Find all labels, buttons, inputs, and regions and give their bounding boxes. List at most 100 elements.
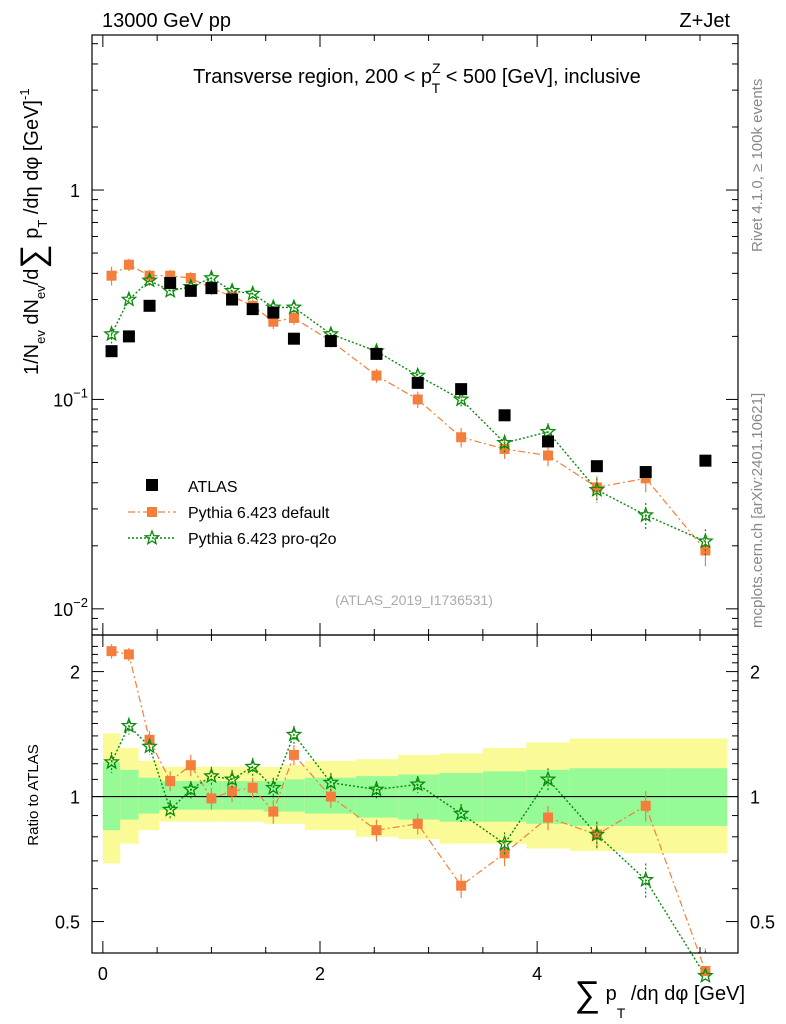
marker-atlas	[411, 376, 424, 389]
ratio-marker-pythia-default	[165, 776, 176, 787]
marker-pythia-proq2o	[697, 532, 714, 549]
marker-pythia-proq2o	[588, 481, 606, 497]
ratio-panel: 0.5 0.5 1 1 2 2 0 2 4 Ratio to ATLAS	[25, 634, 775, 984]
band-inner	[138, 777, 160, 814]
ratio-y-tick-label-right: 1	[750, 788, 760, 808]
marker-atlas	[542, 435, 554, 448]
legend-default-marker	[147, 507, 157, 517]
collision-label: 13000 GeV pp	[102, 10, 231, 32]
ratio-marker-pythia-default	[543, 812, 553, 823]
legend-proq2o-marker	[143, 529, 161, 546]
ratio-y-tick-label: 1	[70, 788, 80, 808]
marker-pythia-proq2o	[203, 269, 220, 286]
ratio-marker-pythia-proq2o	[588, 825, 606, 842]
marker-atlas	[122, 330, 135, 343]
ylabel-e: /dη dφ [GeV]	[21, 100, 43, 220]
ylabel-a: 1/N	[21, 344, 43, 375]
ratio-marker-pythia-default	[456, 880, 467, 891]
marker-pythia-default	[165, 270, 176, 281]
marker-pythia-proq2o	[637, 506, 655, 523]
ratio-marker-pythia-proq2o	[203, 767, 220, 784]
ratio-marker-pythia-proq2o	[539, 770, 557, 787]
ratio-y-tick-label: 2	[70, 663, 80, 683]
xlabel-sum: ∑	[574, 973, 600, 1014]
marker-pythia-default	[106, 270, 117, 281]
ylabel-b-sub: ev	[33, 285, 48, 299]
main-data-layer	[103, 258, 714, 567]
title-sub: T	[432, 80, 441, 96]
marker-atlas	[105, 345, 118, 358]
ratio-y-tick-label: 0.5	[55, 913, 80, 933]
ratio-marker-pythia-default	[700, 966, 711, 977]
analysis-id: (ATLAS_2019_I1736531)	[335, 592, 493, 608]
legend-default-label: Pythia 6.423 default	[188, 505, 330, 522]
ratio-y-tick-label-right: 0.5	[750, 913, 775, 933]
y-tick-label: 10−2	[53, 595, 88, 620]
ratio-marker-pythia-proq2o	[223, 770, 241, 787]
marker-atlas	[246, 303, 259, 316]
legend: ATLAS Pythia 6.423 default Pythia 6.423 …	[128, 479, 337, 548]
marker-atlas	[699, 454, 712, 467]
ratio-marker-pythia-default	[288, 749, 299, 760]
y-tick-label: 10−1	[53, 385, 88, 410]
ratio-marker-pythia-proq2o	[637, 871, 655, 888]
marker-atlas	[267, 306, 280, 319]
marker-atlas	[455, 383, 468, 396]
ratio-marker-pythia-default	[106, 646, 117, 657]
marker-pythia-default	[543, 450, 553, 461]
x-axis-label: ∑ pT /dη dφ [GeV]	[574, 973, 745, 1021]
xlabel-rest: /dη dφ [GeV]	[625, 983, 745, 1005]
ratio-marker-pythia-default	[227, 786, 238, 797]
ratio-marker-pythia-proq2o	[141, 737, 158, 754]
band-inner	[284, 779, 305, 812]
ratio-marker-pythia-default	[206, 793, 217, 804]
ratio-marker-pythia-default	[371, 825, 382, 836]
main-panel: 110−110−2 Transverse region, 200 < pZ T <…	[14, 34, 739, 636]
band-inner	[159, 781, 180, 810]
ratio-marker-pythia-default	[325, 791, 336, 802]
ratio-marker-pythia-proq2o	[697, 967, 714, 983]
ratio-marker-pythia-proq2o	[244, 757, 261, 774]
ylabel-d: p	[21, 228, 43, 245]
ratio-y-tick-label-right: 2	[750, 663, 760, 683]
marker-atlas	[184, 284, 197, 297]
ratio-marker-pythia-default	[185, 760, 196, 771]
xlabel-p: p	[600, 983, 617, 1005]
ratio-marker-pythia-proq2o	[182, 780, 200, 797]
ratio-data-layer	[103, 644, 714, 983]
process-label: Z+Jet	[679, 10, 730, 32]
marker-pythia-default	[412, 394, 423, 405]
ratio-marker-pythia-default	[412, 818, 423, 829]
main-y-axis-label: 1/Nev dNev/d∑ pT /dη dφ [GeV]-1	[14, 88, 52, 375]
mcplots-label: mcplots.cern.ch [arXiv:2401.10621]	[749, 393, 766, 628]
series-line-pythia-proq2o	[110, 277, 706, 543]
ratio-axis-ticks: 0.5 0.5 1 1 2 2 0 2 4	[55, 635, 775, 984]
title-pre: Transverse region, 200 < p	[193, 66, 432, 88]
marker-atlas	[324, 335, 337, 348]
y-tick-label-base: 10	[53, 390, 73, 410]
marker-atlas	[639, 466, 652, 479]
marker-pythia-default	[371, 370, 382, 381]
band-inner	[439, 772, 483, 822]
xlabel-p-sub: T	[617, 1005, 626, 1021]
y-tick-label: 1	[70, 181, 80, 201]
rivet-version-label: Rivet 4.1.0, ≥ 100k events	[749, 79, 766, 252]
marker-pythia-default	[499, 443, 510, 454]
legend-atlas-marker	[146, 479, 158, 491]
ratio-marker-pythia-proq2o	[368, 780, 385, 797]
marker-pythia-proq2o	[452, 390, 470, 407]
title-post: < 500 [GeV], inclusive	[440, 66, 641, 88]
marker-pythia-proq2o	[141, 271, 158, 288]
marker-atlas	[226, 293, 239, 306]
marker-pythia-proq2o	[539, 423, 557, 439]
band-inner	[120, 769, 139, 820]
ylabel-sum: ∑	[14, 244, 52, 268]
ratio-marker-pythia-default	[123, 649, 134, 660]
marker-pythia-proq2o	[103, 325, 120, 342]
marker-pythia-default	[640, 473, 651, 484]
ratio-marker-pythia-default	[640, 800, 651, 811]
marker-pythia-proq2o	[285, 298, 303, 315]
x-tick-label: 4	[532, 964, 542, 984]
ratio-plot-frame	[91, 634, 739, 954]
